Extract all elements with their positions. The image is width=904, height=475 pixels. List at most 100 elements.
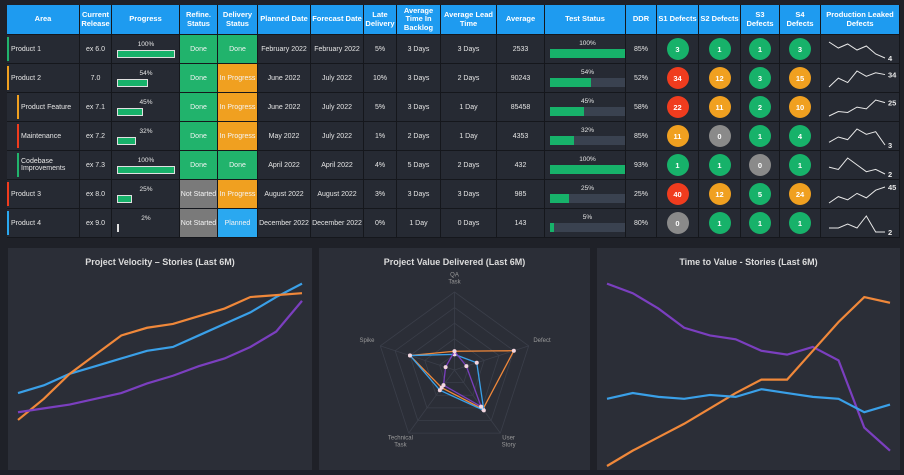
- table-cell: 34: [821, 64, 900, 93]
- grid-ring: [394, 307, 515, 421]
- table-cell: ex 9.0: [80, 209, 112, 238]
- spoke: [380, 345, 455, 371]
- column-header: Average Lead Time: [441, 5, 497, 35]
- area-name: Maintenance: [21, 132, 62, 140]
- table-cell: 1%: [364, 122, 397, 151]
- cell-text: ex 9.0: [85, 219, 106, 227]
- area-name: Product 1: [11, 45, 41, 53]
- area-name: Product 2: [11, 74, 41, 82]
- cell-text: ex 7.2: [85, 132, 106, 140]
- cell-text: 143: [514, 219, 527, 227]
- defect-badge: 4: [789, 125, 811, 147]
- cell-text: 85458: [510, 103, 531, 111]
- table-cell: Product 1: [7, 35, 80, 64]
- progress-bar: [117, 165, 175, 174]
- table-cell: ex 8.0: [80, 180, 112, 209]
- row-accent: [17, 124, 19, 148]
- defect-badge: 3: [789, 38, 811, 60]
- defect-badge: 10: [789, 96, 811, 118]
- cell-text: July 2022: [322, 103, 352, 111]
- axis-label: Technical Task: [388, 435, 413, 448]
- cell-text: 3 Days: [407, 190, 430, 198]
- table-cell: 58%: [626, 93, 657, 122]
- table-cell: 2: [821, 151, 900, 180]
- status: Done: [190, 161, 207, 169]
- cell-text: 3 Days: [407, 74, 430, 82]
- series-line: [17, 300, 303, 414]
- cell-text: 1 Day: [409, 219, 428, 227]
- cell-text: 10%: [372, 74, 387, 82]
- table-cell: 25%: [112, 180, 180, 209]
- cell-text: July 2022: [322, 132, 352, 140]
- cell-text: 5%: [374, 45, 386, 53]
- table-cell: July 2022: [311, 93, 364, 122]
- table-cell: July 2022: [311, 122, 364, 151]
- cell-text: 1 Day: [459, 132, 478, 140]
- progress-bar: [117, 223, 119, 232]
- defect-badge: 3: [666, 38, 689, 60]
- test-label: 100%: [579, 40, 596, 47]
- sparkline-end-label: 2: [888, 170, 892, 179]
- test-bar: [550, 107, 584, 116]
- cell-text: 80%: [633, 219, 648, 227]
- status: Done: [190, 132, 207, 140]
- status: In Progress: [219, 103, 256, 111]
- table-cell: Product Feature: [7, 93, 80, 122]
- cell-text: 2 Days: [407, 132, 430, 140]
- point: [511, 348, 516, 353]
- column-header: Average: [497, 5, 545, 35]
- cell-text: 52%: [633, 74, 648, 82]
- progress-label: 100%: [137, 156, 155, 164]
- progress-bar: [117, 78, 149, 87]
- cell-text: 85%: [633, 45, 648, 53]
- table-cell: 1: [741, 209, 780, 238]
- test-bar: [550, 223, 554, 232]
- sparkline: 45: [828, 183, 896, 203]
- table-cell: 2: [741, 93, 780, 122]
- table-cell: 3 Days: [441, 180, 497, 209]
- cell-text: 0%: [374, 219, 386, 227]
- sparkline: 25: [828, 98, 896, 116]
- cell-text: August 2022: [264, 190, 304, 198]
- series-line: [606, 388, 891, 414]
- status: In Progress: [219, 74, 256, 82]
- row-accent: [7, 182, 9, 206]
- table-cell: 432: [497, 151, 545, 180]
- axis-label: User Story: [502, 435, 516, 448]
- table-cell: 2: [821, 209, 900, 238]
- cell-text: 5 Days: [407, 161, 430, 169]
- test-label: 5%: [582, 214, 593, 221]
- table-cell: 3 Days: [441, 35, 497, 64]
- cell-text: 3 Days: [457, 190, 480, 198]
- column-header: Production Leaked Defects: [821, 5, 900, 35]
- cell-text: 7.0: [90, 74, 101, 82]
- table-cell: ex 6.0: [80, 35, 112, 64]
- table-cell: In Progress: [218, 64, 258, 93]
- column-header: S3 Defects: [741, 5, 780, 35]
- sparkline: 2: [828, 156, 892, 179]
- chart-panel: Project Value Delivered (Last 6M) QA Task D…: [319, 248, 590, 470]
- table-cell: 45%: [112, 93, 180, 122]
- row-accent: [17, 95, 19, 119]
- sparkline-end-label: 25: [888, 98, 896, 107]
- area-name: Product 3: [11, 190, 41, 198]
- chart-panel: Time to Value - Stories (Last 6M): [597, 248, 900, 470]
- table-cell: 2533: [497, 35, 545, 64]
- axis-label: Spike: [359, 338, 375, 344]
- sparkline-end-label: 2: [888, 228, 892, 237]
- cell-text: ex 7.3: [85, 161, 106, 169]
- progress-bar: [117, 136, 136, 145]
- series-line: [606, 282, 891, 452]
- chart-panel: Project Velocity – Stories (Last 6M): [8, 248, 312, 470]
- table-cell: June 2022: [258, 93, 311, 122]
- table-cell: 12: [699, 64, 741, 93]
- table-cell: May 2022: [258, 122, 311, 151]
- cell-text: ex 7.1: [85, 103, 106, 111]
- cell-text: February 2022: [314, 45, 360, 53]
- sparkline: 3: [828, 127, 892, 150]
- table-cell: 3 Days: [397, 64, 441, 93]
- defect-badge: 1: [708, 154, 731, 176]
- test-track: [550, 78, 625, 87]
- spoke: [454, 369, 501, 434]
- point: [443, 365, 448, 370]
